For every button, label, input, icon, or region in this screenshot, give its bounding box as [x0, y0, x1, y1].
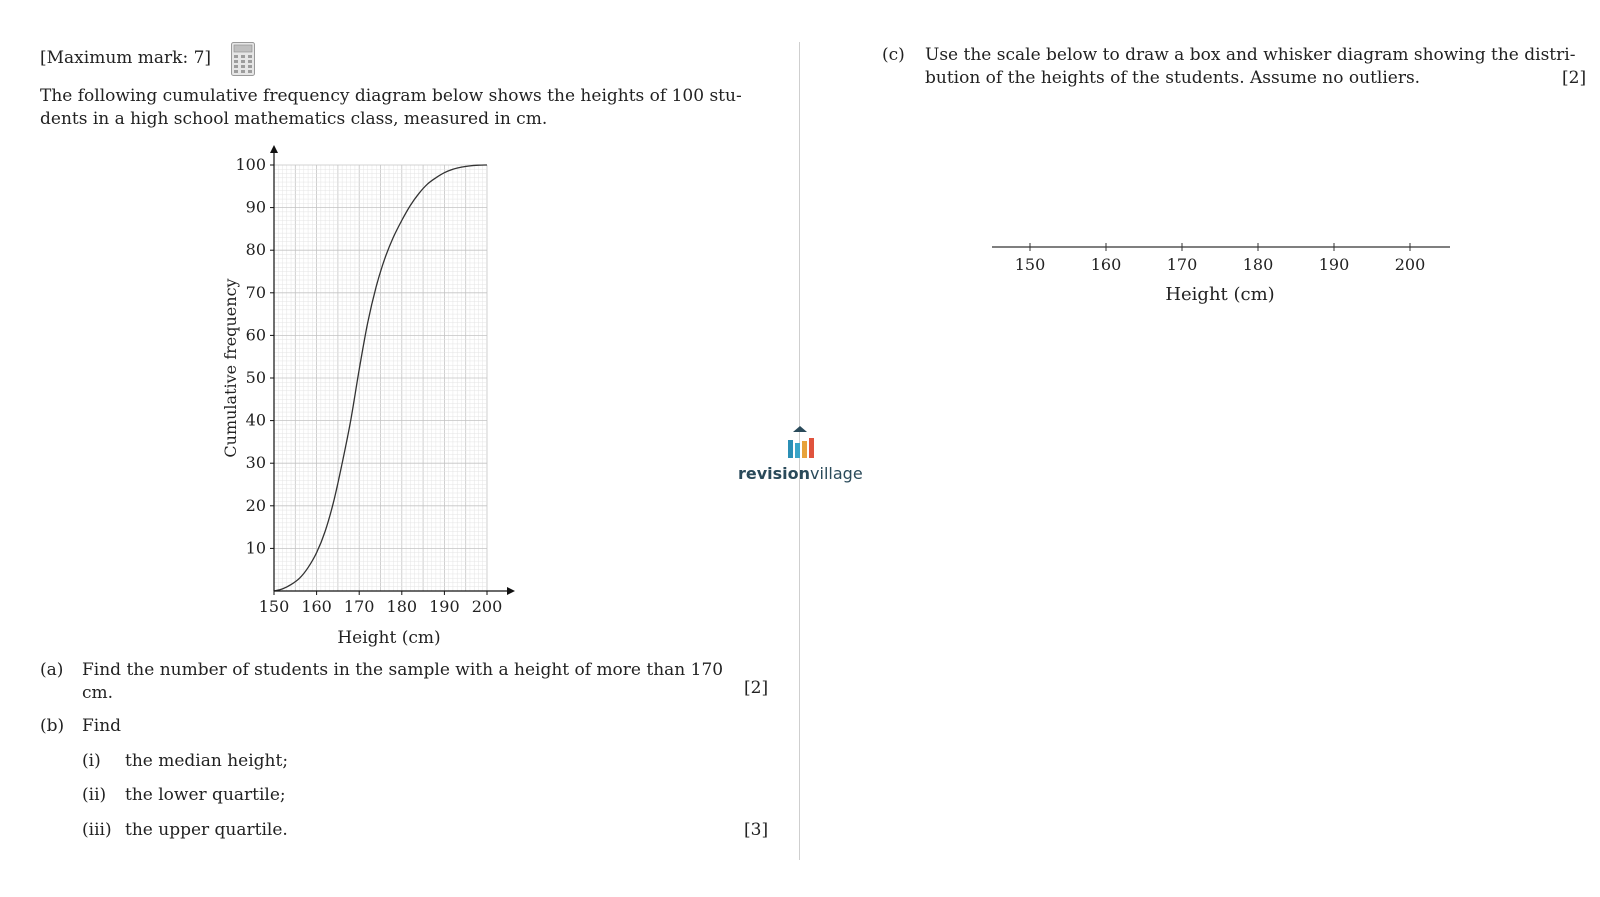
scale-tick-label: 150	[1015, 255, 1046, 274]
cumulative-frequency-curve	[273, 164, 488, 592]
scale-tick-label: 200	[1395, 255, 1426, 274]
scale-tick-label: 160	[1091, 255, 1122, 274]
y-axis-arrow-icon	[270, 145, 278, 153]
part-b-i-label: (i)	[82, 751, 101, 771]
x-axis-label: Height (cm)	[337, 628, 440, 648]
y-tick-label: 30	[246, 453, 266, 472]
scale-tick-label: 170	[1167, 255, 1198, 274]
logo-mark-icon	[788, 426, 814, 458]
x-tick-label: 200	[472, 597, 503, 616]
intro-line-2: dents in a high school mathematics class…	[40, 109, 548, 129]
part-a-text-line-1: Find the number of students in the sampl…	[82, 660, 724, 680]
part-a-text-line-2: cm.	[82, 683, 114, 703]
intro-line-1: The following cumulative frequency diagr…	[40, 86, 742, 106]
box-plot-scale: 150 160 170 180 190 200 Height (cm)	[992, 243, 1450, 305]
scale-label: Height (cm)	[1165, 284, 1274, 305]
x-tick-label: 190	[429, 597, 460, 616]
x-axis-arrow-icon	[507, 587, 515, 595]
part-b-iii-label: (iii)	[82, 820, 112, 840]
part-c-text-line-2: bution of the heights of the students. A…	[925, 68, 1421, 88]
part-b-i-text: the median height;	[125, 751, 289, 771]
y-axis-label: Cumulative frequency	[221, 278, 240, 457]
part-b-marks: [3]	[744, 820, 769, 840]
y-tick-label: 70	[246, 283, 266, 302]
y-tick-label: 40	[246, 411, 266, 430]
max-mark: [Maximum mark: 7]	[40, 48, 212, 68]
part-a-label: (a)	[40, 660, 64, 680]
x-tick-label: 160	[301, 597, 332, 616]
chart-axes	[270, 145, 515, 595]
calculator-icon	[231, 42, 255, 76]
part-b-iii-text: the upper quartile.	[125, 820, 288, 840]
part-b-ii-text: the lower quartile;	[125, 785, 286, 805]
part-b-label: (b)	[40, 716, 65, 736]
y-tick-label: 100	[235, 155, 266, 174]
part-c-label: (c)	[882, 45, 905, 65]
chart-grid	[273, 164, 488, 592]
part-b-ii-label: (ii)	[82, 785, 107, 805]
part-c-text-line-1: Use the scale below to draw a box and wh…	[925, 45, 1576, 65]
part-b-text: Find	[82, 716, 122, 736]
x-tick-label: 150	[259, 597, 290, 616]
part-c-marks: [2]	[1562, 68, 1587, 88]
scale-tick-label: 190	[1319, 255, 1350, 274]
part-a-marks: [2]	[744, 678, 769, 698]
y-tick-label: 20	[246, 496, 266, 515]
x-tick-label: 170	[344, 597, 375, 616]
y-tick-label: 60	[246, 325, 266, 344]
revisionvillage-logo: revisionvillage	[738, 424, 863, 484]
y-tick-label: 90	[246, 198, 266, 217]
y-tick-label: 50	[246, 368, 266, 387]
cumulative-frequency-chart: 150 160 170 180 190 200102030405060708090100 …	[221, 145, 515, 648]
x-tick-label: 180	[387, 597, 418, 616]
logo-wordmark: revisionvillage	[738, 464, 863, 483]
y-tick-label: 10	[246, 538, 266, 557]
scale-tick-label: 180	[1243, 255, 1274, 274]
y-tick-label: 80	[246, 240, 266, 259]
